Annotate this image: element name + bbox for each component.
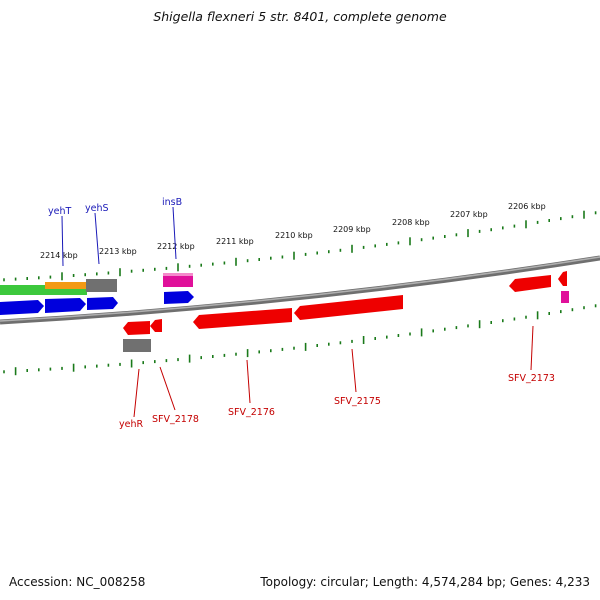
gene-blue-2[interactable] bbox=[45, 298, 86, 313]
backbone-outer bbox=[0, 255, 600, 325]
gene-yehS[interactable] bbox=[86, 279, 117, 292]
gene-label-SFV_2178[interactable]: SFV_2178 bbox=[152, 414, 199, 425]
gene-magenta-small[interactable] bbox=[561, 291, 569, 303]
gene-label-yehT[interactable]: yehT bbox=[48, 206, 71, 217]
gene-labels: yehT yehS insB yehR SFV_2178 SFV_2176 SF… bbox=[48, 197, 555, 430]
gene-SFV_2178[interactable] bbox=[150, 319, 162, 332]
scale-label-2212: 2212 kbp bbox=[157, 242, 195, 251]
reverse-genes bbox=[123, 271, 567, 352]
gene-label-insB[interactable]: insB bbox=[162, 197, 182, 208]
genome-backbone bbox=[0, 255, 600, 325]
scale-labels: 2214 kbp 2213 kbp 2212 kbp 2211 kbp 2210… bbox=[40, 202, 546, 260]
gene-SFV_2173[interactable] bbox=[509, 275, 551, 292]
gene-yehT[interactable] bbox=[45, 282, 87, 291]
leader-insB bbox=[172, 206, 177, 260]
gene-label-yehS[interactable]: yehS bbox=[85, 203, 109, 214]
backbone-highlight bbox=[0, 256, 600, 322]
gene-green-segment[interactable] bbox=[0, 285, 45, 295]
gene-green-underlay bbox=[45, 289, 87, 295]
scale-label-2211: 2211 kbp bbox=[216, 237, 254, 246]
gene-label-SFV_2176[interactable]: SFV_2176 bbox=[228, 407, 275, 418]
gene-yehR-red[interactable] bbox=[123, 321, 150, 335]
scale-label-2214: 2214 kbp bbox=[40, 251, 78, 260]
gene-insB-highlight bbox=[163, 273, 193, 276]
gene-label-yehR[interactable]: yehR bbox=[119, 419, 143, 430]
leader-yehT bbox=[61, 215, 64, 267]
accession-text: Accession: NC_008258 bbox=[9, 575, 146, 589]
gene-label-SFV_2173[interactable]: SFV_2173 bbox=[508, 373, 555, 384]
scale-label-2207: 2207 kbp bbox=[450, 210, 488, 219]
scale-label-2208: 2208 kbp bbox=[392, 218, 430, 227]
gene-blue-4[interactable] bbox=[164, 291, 194, 304]
map-title: Shigella flexneri 5 str. 8401, complete … bbox=[153, 9, 447, 24]
summary-text: Topology: circular; Length: 4,574,284 bp… bbox=[260, 575, 590, 589]
leader-SFV_2173 bbox=[530, 325, 534, 371]
leader-yehR bbox=[133, 368, 140, 418]
scale-label-2209: 2209 kbp bbox=[333, 225, 371, 234]
gene-red-small[interactable] bbox=[558, 271, 567, 286]
tick-layer bbox=[3, 210, 597, 376]
scale-label-2213: 2213 kbp bbox=[99, 247, 137, 256]
gene-label-SFV_2175[interactable]: SFV_2175 bbox=[334, 396, 381, 407]
gene-insB[interactable] bbox=[163, 273, 193, 287]
gene-blue-3[interactable] bbox=[87, 297, 118, 310]
gene-blue-1[interactable] bbox=[0, 300, 44, 315]
gene-SFV_2176[interactable] bbox=[193, 308, 292, 329]
scale-label-2206: 2206 kbp bbox=[508, 202, 546, 211]
label-leaders bbox=[61, 206, 534, 418]
leader-SFV_2178 bbox=[159, 366, 176, 411]
leader-SFV_2176 bbox=[246, 359, 251, 404]
leader-yehS bbox=[94, 212, 100, 265]
scale-label-2210: 2210 kbp bbox=[275, 231, 313, 240]
gene-SFV_2175[interactable] bbox=[294, 295, 403, 320]
leader-SFV_2175 bbox=[351, 348, 357, 393]
forward-genes bbox=[0, 273, 569, 315]
gene-yehR[interactable] bbox=[123, 339, 151, 352]
